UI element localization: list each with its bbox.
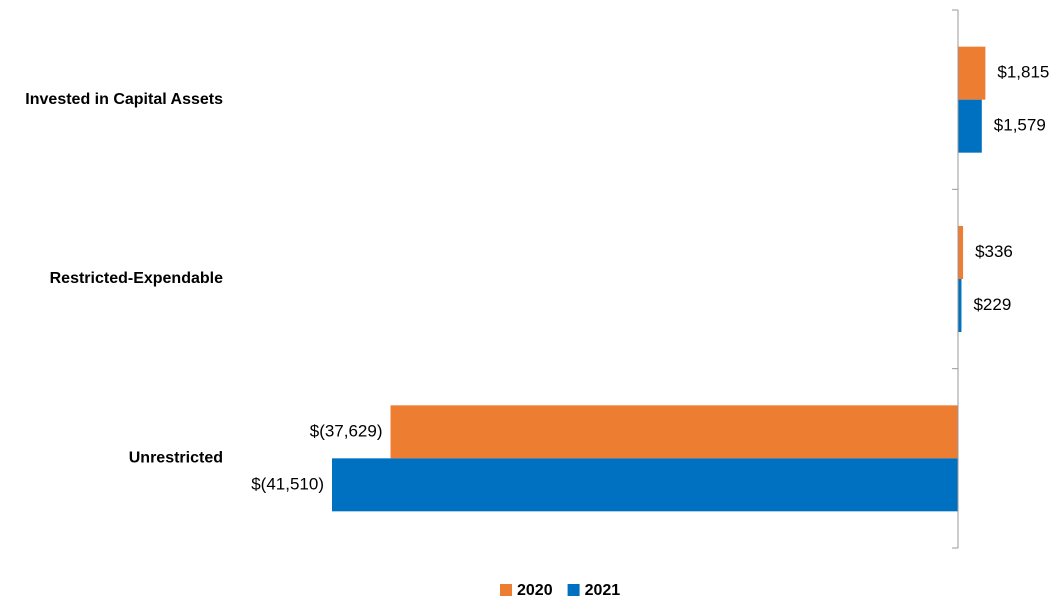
value-label: $1,815 [997,63,1049,82]
legend-label: 2021 [585,582,621,599]
value-label: $229 [973,295,1011,314]
bar [958,279,962,332]
value-label: $1,579 [994,116,1046,135]
bar [958,99,982,153]
category-label: Unrestricted [129,450,223,467]
bar [958,226,964,279]
value-label: $(37,629) [310,421,383,440]
category-label: Invested in Capital Assets [25,91,223,108]
legend-swatch [500,584,512,596]
value-label: $336 [975,242,1013,261]
legend-label: 2020 [517,582,553,599]
bar [332,458,958,512]
legend-swatch [567,584,580,596]
category-label: Restricted-Expendable [50,270,223,287]
bar [958,46,986,100]
bar [390,405,958,459]
value-label: $(41,510) [251,474,324,493]
